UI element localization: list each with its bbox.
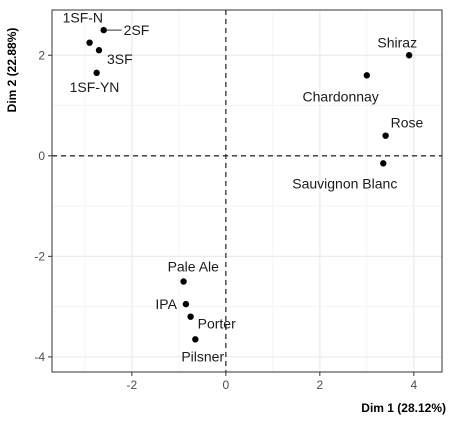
y-tick-label: 2 (38, 48, 45, 62)
y-tick-label: -2 (34, 249, 45, 263)
x-tick-label: -2 (127, 378, 138, 392)
point-label: Sauvignon Blanc (292, 175, 397, 191)
data-point (187, 313, 194, 320)
y-tick-label: -4 (34, 350, 45, 364)
data-point (192, 336, 199, 343)
data-point (380, 160, 387, 167)
panel-border (51, 9, 443, 373)
point-label: 3SF (107, 51, 133, 67)
data-point (182, 300, 190, 308)
point-label: 1SF-YN (70, 79, 120, 95)
point-label: Pale Ale (168, 259, 220, 275)
point-label: Rose (391, 115, 424, 131)
point-label: IPA (155, 296, 177, 312)
x-tick-label: 2 (316, 378, 323, 392)
data-points (86, 26, 413, 343)
data-point (382, 132, 389, 139)
data-point (100, 26, 107, 34)
x-tick-label: 0 (223, 378, 230, 392)
axis-ticks: -2 0 2 4 -4 -2 0 2 (34, 48, 417, 392)
data-point (93, 69, 100, 77)
point-label: 2SF (124, 22, 150, 38)
y-axis-title: Dim 2 (22.88%) (5, 28, 19, 113)
point-label: Shiraz (377, 34, 417, 50)
data-point (363, 72, 371, 79)
data-point (405, 52, 413, 59)
point-label: 1SF-N (63, 10, 103, 26)
x-tick-label: 4 (410, 378, 417, 392)
data-point (180, 278, 187, 285)
point-labels: 1SF-N 2SF 3SF 1SF-YN Shiraz Chardonnay Rose Sau… (63, 10, 424, 365)
y-tick-label: 0 (38, 149, 45, 163)
point-label: Pilsner (181, 348, 224, 364)
x-axis-title: Dim 1 (28.12%) (361, 401, 446, 415)
data-point (95, 47, 103, 54)
reference-lines (52, 10, 442, 372)
point-label: Chardonnay (303, 88, 379, 104)
data-point (86, 39, 93, 46)
point-label: Porter (198, 316, 236, 332)
